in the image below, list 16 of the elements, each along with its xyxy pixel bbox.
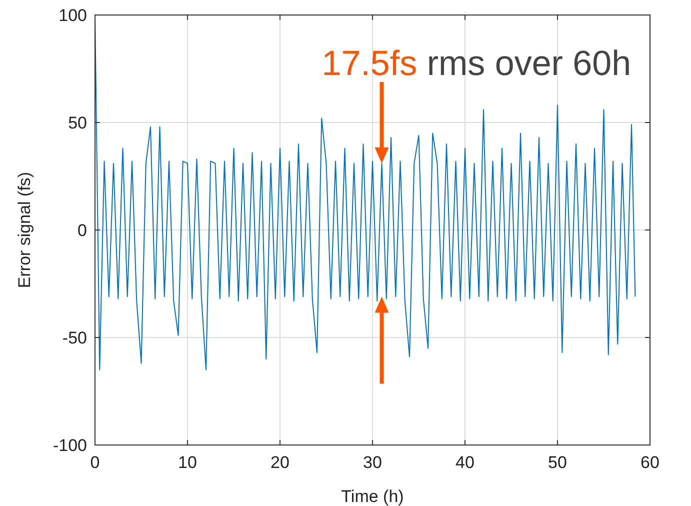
x-tick-label: 0 — [90, 453, 100, 472]
x-tick-label: 30 — [363, 453, 382, 472]
y-tick-label: -100 — [52, 436, 87, 455]
y-tick-label: -50 — [62, 328, 87, 348]
x-tick-label: 50 — [548, 453, 567, 472]
annotation: 17.5fs — [322, 44, 418, 83]
x-tick-label: 40 — [456, 453, 474, 472]
x-tick-label: 20 — [270, 453, 290, 472]
annotation: rms over 60h — [417, 44, 632, 83]
y-tick-label: 100 — [58, 6, 87, 25]
x-tick-label: 60 — [640, 453, 660, 472]
y-axis-title: Error signal (fs) — [15, 172, 34, 288]
y-tick-label: 0 — [78, 221, 87, 240]
y-tick-label: 50 — [68, 114, 87, 132]
x-axis-title: Time (h) — [341, 487, 404, 506]
x-tick-label: 10 — [178, 453, 197, 472]
